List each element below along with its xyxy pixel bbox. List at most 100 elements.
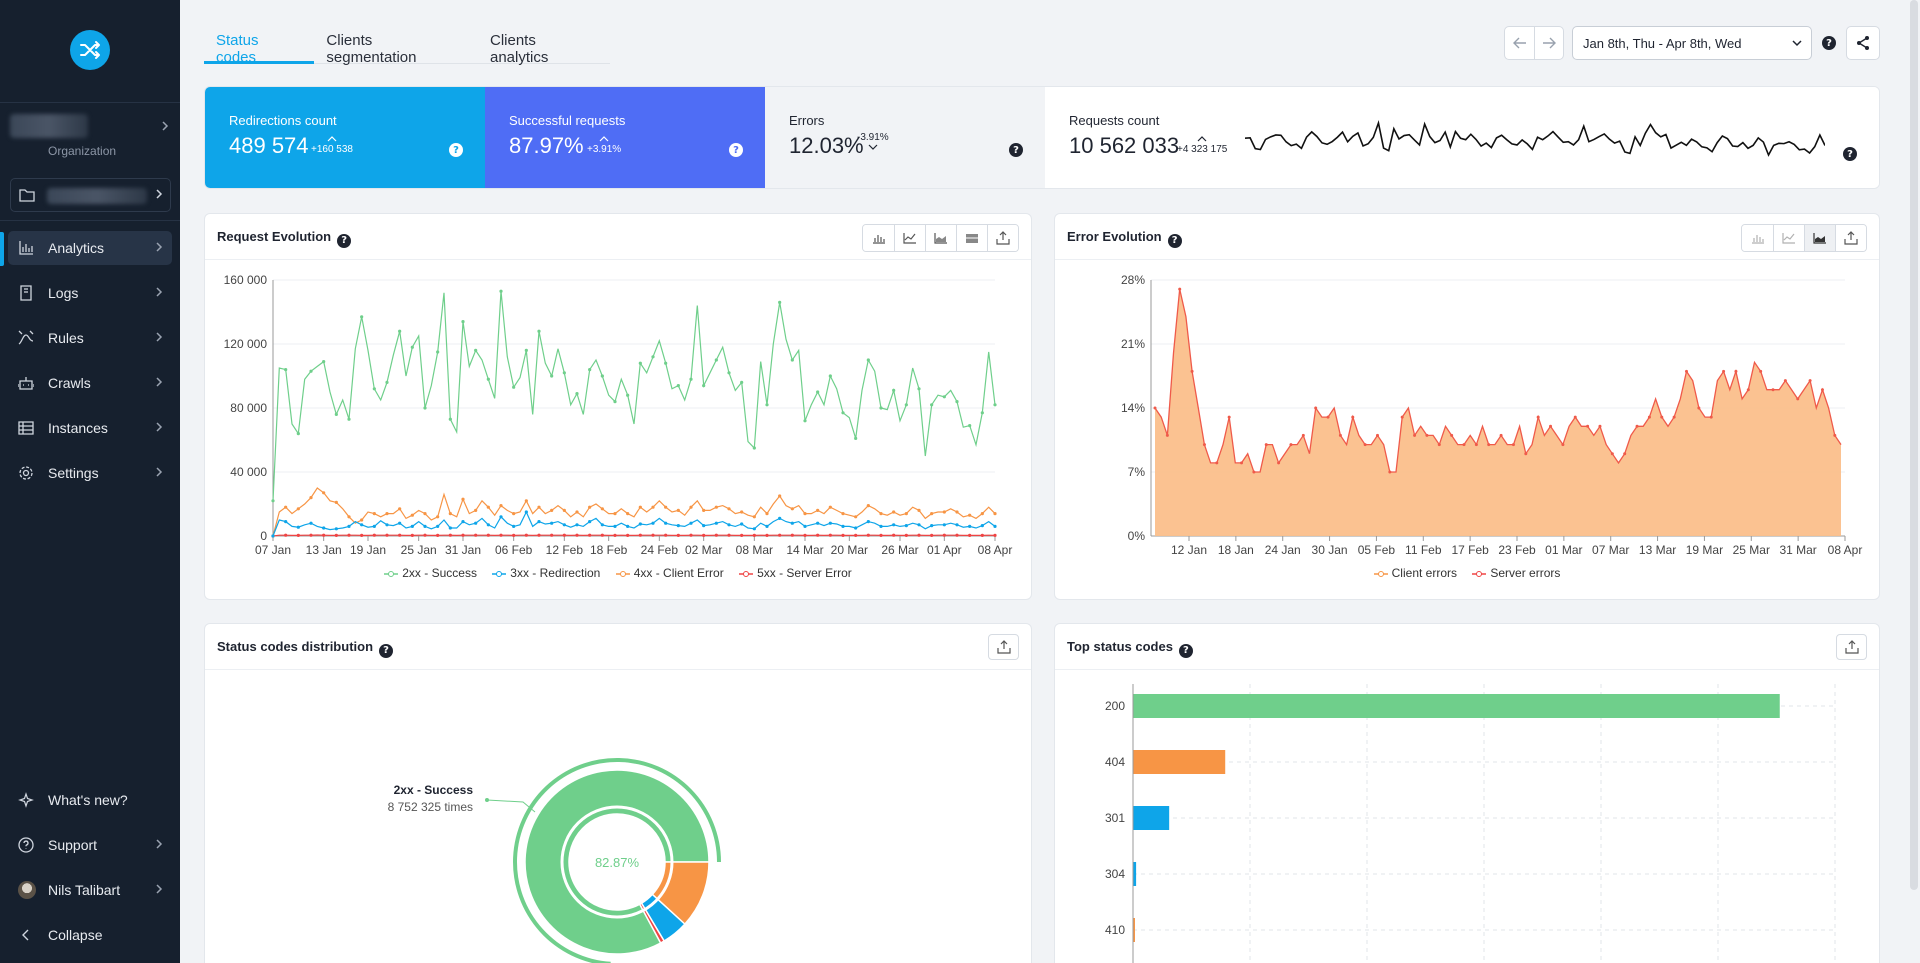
data-point xyxy=(676,524,680,528)
data-point xyxy=(828,533,832,537)
data-point xyxy=(866,358,870,362)
next-period-button[interactable] xyxy=(1534,27,1563,59)
sidebar-item-settings[interactable]: Settings xyxy=(8,456,172,490)
bar xyxy=(1133,806,1170,830)
data-point xyxy=(1487,443,1491,447)
data-point xyxy=(1351,415,1355,419)
help-icon[interactable]: ? xyxy=(1009,143,1023,157)
data-point xyxy=(879,512,883,516)
sidebar-item-instances[interactable]: Instances xyxy=(8,411,172,445)
share-button[interactable] xyxy=(1846,26,1880,60)
data-point xyxy=(1709,415,1713,419)
help-icon[interactable]: ? xyxy=(729,143,743,157)
export-button[interactable] xyxy=(1835,225,1866,251)
help-icon[interactable]: ? xyxy=(449,143,463,157)
kpi-label: Redirections count xyxy=(229,113,337,128)
data-point xyxy=(1598,424,1602,428)
project-selector[interactable] xyxy=(10,178,171,212)
sidebar-item-analytics[interactable]: Analytics xyxy=(8,231,172,265)
legend-marker xyxy=(615,571,630,577)
data-point xyxy=(930,403,934,407)
help-icon[interactable]: ? xyxy=(1167,233,1182,248)
data-point xyxy=(714,521,718,525)
data-point xyxy=(309,369,313,373)
legend-item[interactable]: 2xx - Success xyxy=(384,566,477,580)
legend-item[interactable]: 4xx - Client Error xyxy=(615,566,724,580)
data-point xyxy=(841,512,845,516)
page-scrollbar[interactable] xyxy=(1910,0,1918,890)
shuffle-icon xyxy=(80,41,100,59)
user-name: Nils Talibart xyxy=(48,882,121,898)
data-point xyxy=(892,510,896,514)
bar-chart-button[interactable] xyxy=(1742,225,1773,251)
collapse-button[interactable]: Collapse xyxy=(8,918,172,952)
sidebar-item-support[interactable]: Support xyxy=(8,828,172,862)
arrow-left-icon xyxy=(1512,37,1526,49)
date-range-select[interactable]: Jan 8th, Thu - Apr 8th, Wed xyxy=(1572,26,1812,60)
data-point xyxy=(1833,433,1837,437)
pie-leader-dot xyxy=(485,798,489,802)
tab-clients-segmentation[interactable]: Clients segmentation xyxy=(326,32,417,66)
caret-up-icon xyxy=(599,136,609,142)
help-icon[interactable]: ? xyxy=(1822,36,1836,50)
help-icon[interactable]: ? xyxy=(1178,643,1193,658)
data-point xyxy=(904,533,908,537)
area-chart-button[interactable] xyxy=(925,225,956,251)
previous-period-button[interactable] xyxy=(1505,27,1534,59)
data-point xyxy=(1363,443,1367,447)
sidebar-item-crawls[interactable]: Crawls xyxy=(8,366,172,400)
data-point xyxy=(778,300,782,304)
tab-status-codes[interactable]: Status codes xyxy=(204,28,315,66)
sidebar-item-rules[interactable]: Rules xyxy=(8,321,172,355)
organization-selector[interactable]: Organization xyxy=(10,112,170,164)
legend-item[interactable]: 3xx - Redirection xyxy=(492,566,600,580)
kpi-delta: +4 323 175 xyxy=(1177,135,1227,155)
series-line xyxy=(272,487,996,537)
data-point xyxy=(638,533,642,537)
sidebar-item-logs[interactable]: Logs xyxy=(8,276,172,310)
line-chart-button[interactable] xyxy=(1773,225,1804,251)
data-point xyxy=(980,411,984,415)
stacked-chart-button[interactable] xyxy=(956,225,987,251)
help-icon[interactable]: ? xyxy=(379,643,394,658)
data-point xyxy=(892,523,896,527)
help-icon[interactable]: ? xyxy=(1843,147,1857,161)
chart-type-switcher xyxy=(1741,224,1867,252)
data-point xyxy=(474,348,478,352)
error-area xyxy=(1155,289,1841,536)
area-chart-button[interactable] xyxy=(1804,225,1835,251)
data-point xyxy=(638,522,642,526)
sidebar-item-user[interactable]: Nils Talibart xyxy=(8,873,172,907)
data-point xyxy=(322,526,326,530)
kpi-requests-count: Requests count 10 562 033 +4 323 175 ? xyxy=(1045,87,1879,188)
line-chart-button[interactable] xyxy=(894,225,925,251)
chevron-left-icon xyxy=(22,929,29,941)
legend-item[interactable]: Server errors xyxy=(1472,566,1560,580)
data-point xyxy=(360,315,364,319)
data-point xyxy=(550,533,554,537)
help-circle-icon xyxy=(18,837,34,853)
help-icon[interactable]: ? xyxy=(337,233,352,248)
tab-bar: Status codes Clients segmentation Client… xyxy=(204,28,610,66)
legend-item[interactable]: 5xx - Server Error xyxy=(739,566,852,580)
caret-down-icon xyxy=(868,144,878,150)
error-line xyxy=(1154,288,1842,473)
data-point xyxy=(778,494,782,498)
app-logo[interactable] xyxy=(70,30,110,70)
export-icon xyxy=(996,231,1010,245)
line-chart-icon xyxy=(903,233,916,244)
data-point xyxy=(702,533,706,537)
sidebar-item-whats-new[interactable]: What's new? xyxy=(8,783,172,817)
data-point xyxy=(461,520,465,524)
export-button[interactable] xyxy=(987,225,1018,251)
bar-chart-button[interactable] xyxy=(863,225,894,251)
pie-slice xyxy=(638,902,666,944)
legend-item[interactable]: Client errors xyxy=(1373,566,1457,580)
tab-clients-analytics[interactable]: Clients analytics xyxy=(489,32,549,66)
kpi-value: 10 562 033 xyxy=(1069,133,1180,158)
data-point xyxy=(727,371,731,375)
data-point xyxy=(309,521,313,525)
export-button[interactable] xyxy=(1836,634,1867,660)
export-button[interactable] xyxy=(988,634,1019,660)
organization-name-blurred xyxy=(10,114,88,138)
